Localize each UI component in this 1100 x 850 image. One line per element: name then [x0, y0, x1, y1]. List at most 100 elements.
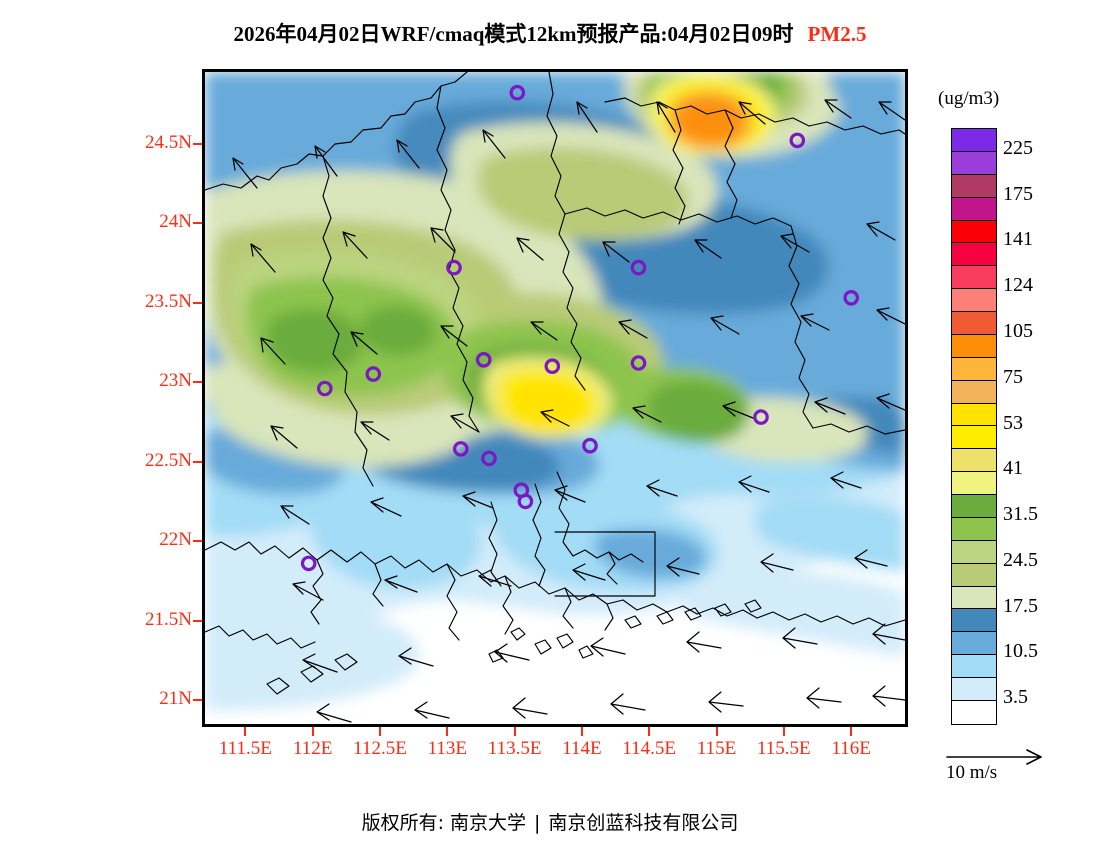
- title-species: PM2.5: [807, 22, 867, 46]
- city-station-marker[interactable]: [544, 358, 561, 374]
- lon-tick-mark: [379, 727, 381, 736]
- colorbar-swatch: [952, 129, 996, 152]
- lon-tick-label: 112.5E: [353, 738, 407, 759]
- footer-separator: |: [534, 812, 541, 834]
- colorbar-swatch: [952, 678, 996, 701]
- colorbar-tick-label: 3.5: [1003, 686, 1028, 709]
- colorbar-swatch: [952, 403, 996, 427]
- map-plot-area[interactable]: [202, 69, 908, 727]
- lon-tick-label: 113.5E: [487, 738, 542, 759]
- lat-tick-label: 21N: [159, 688, 192, 710]
- lon-tick-mark: [850, 727, 853, 736]
- lon-tick-mark: [311, 727, 314, 736]
- lon-tick-label: 114.5E: [622, 738, 677, 759]
- lon-tick-mark: [715, 727, 718, 736]
- lat-tick-label: 23N: [159, 370, 192, 392]
- lat-tick-mark: [193, 142, 202, 145]
- colorbar-swatch: [952, 655, 996, 678]
- city-station-marker[interactable]: [789, 132, 806, 149]
- lat-tick-mark: [193, 381, 202, 384]
- lon-tick-label: 112E: [292, 738, 333, 759]
- colorbar-tick-label: 17.5: [1003, 594, 1038, 617]
- lon-tick-mark: [648, 727, 651, 736]
- colorbar-swatch: [952, 540, 996, 564]
- colorbar-swatch: [952, 151, 996, 175]
- city-station-marker[interactable]: [446, 259, 462, 276]
- colorbar-swatch: [952, 243, 996, 267]
- colorbar-swatch: [952, 426, 996, 450]
- city-station-marker[interactable]: [317, 380, 333, 397]
- colorbar-swatch: [952, 495, 996, 518]
- footer-company: 南京创蓝科技有限公司: [548, 812, 739, 834]
- city-station-marker[interactable]: [630, 355, 647, 371]
- colorbar-swatch: [952, 334, 996, 358]
- colorbar-swatch: [952, 632, 996, 656]
- city-station-marker[interactable]: [475, 351, 492, 368]
- city-station-marker[interactable]: [582, 437, 598, 454]
- lon-tick-label: 113E: [427, 738, 467, 759]
- colorbar-tick-label: 105: [1003, 319, 1033, 342]
- footer-copyright: 版权所有: 南京大学 | 南京创蓝科技有限公司: [0, 808, 1100, 835]
- colorbar-swatch: [952, 609, 996, 633]
- lat-tick-label: 24.5N: [145, 131, 192, 153]
- colorbar-swatch: [952, 357, 996, 381]
- colorbar-swatch: [952, 380, 996, 404]
- title-text: 2026年04月02日WRF/cmaq模式12km预报产品:04月02日09时: [233, 22, 794, 46]
- city-station-marker[interactable]: [481, 450, 497, 467]
- colorbar-swatch: [952, 449, 996, 473]
- colorbar[interactable]: [951, 128, 997, 725]
- lon-tick-mark: [244, 727, 247, 736]
- colorbar-swatch: [952, 266, 996, 290]
- colorbar-tick-label: 24.5: [1003, 548, 1038, 571]
- page-title: 2026年04月02日WRF/cmaq模式12km预报产品:04月02日09时 P…: [0, 18, 1100, 48]
- colorbar-swatch: [952, 472, 996, 495]
- arrow-right-icon: [946, 749, 1042, 765]
- city-station-marker[interactable]: [453, 441, 469, 457]
- colorbar-swatch: [952, 197, 996, 221]
- lon-tick-label: 115E: [696, 738, 737, 759]
- city-station-marker[interactable]: [517, 493, 534, 510]
- lat-tick-mark: [193, 460, 202, 463]
- lat-tick-mark: [193, 699, 202, 702]
- wind-scale-key: [945, 745, 1065, 795]
- city-station-marker[interactable]: [509, 84, 526, 101]
- lon-tick-label: 115.5E: [757, 738, 811, 759]
- lat-tick-label: 24N: [159, 211, 192, 233]
- colorbar-tick-label: 124: [1003, 274, 1033, 297]
- lat-tick-mark: [193, 222, 202, 225]
- colorbar-tick-label: 75: [1003, 365, 1023, 388]
- lat-tick-label: 23.5N: [145, 290, 192, 312]
- colorbar-swatch: [952, 517, 996, 541]
- lon-tick-label: 116E: [831, 738, 871, 759]
- colorbar-swatch: [952, 700, 996, 724]
- colorbar-tick-label: 31.5: [1003, 503, 1038, 526]
- lon-tick-mark: [782, 727, 785, 736]
- city-station-marker[interactable]: [753, 409, 769, 425]
- wind-scale-label: 10 m/s: [946, 762, 998, 783]
- colorbar-swatch: [952, 174, 996, 198]
- lat-tick-label: 22.5N: [145, 449, 192, 471]
- wind-vector-field: [232, 99, 905, 723]
- colorbar-swatch: [952, 586, 996, 610]
- colorbar-tick-label: 10.5: [1003, 640, 1038, 663]
- colorbar-tick-label: 53: [1003, 411, 1023, 434]
- lon-tick-mark: [513, 727, 516, 736]
- colorbar-swatch: [952, 289, 996, 312]
- lon-tick-label: 114E: [562, 738, 602, 759]
- colorbar-swatch: [952, 220, 996, 244]
- lat-tick-mark: [193, 301, 202, 304]
- city-station-marker[interactable]: [300, 555, 317, 572]
- colorbar-tick-label: 225: [1003, 136, 1033, 159]
- city-station-marker[interactable]: [630, 259, 647, 276]
- footer-owner: 版权所有: 南京大学: [361, 812, 527, 834]
- lat-tick-label: 21.5N: [145, 608, 192, 630]
- city-station-marker[interactable]: [365, 366, 382, 382]
- lat-tick-mark: [193, 540, 202, 543]
- city-station-marker[interactable]: [843, 290, 859, 306]
- colorbar-tick-label: 141: [1003, 228, 1033, 251]
- lon-tick-label: 111.5E: [218, 738, 272, 759]
- lat-tick-mark: [193, 619, 202, 622]
- lat-tick-label: 22N: [159, 529, 192, 551]
- lon-tick-mark: [446, 727, 449, 736]
